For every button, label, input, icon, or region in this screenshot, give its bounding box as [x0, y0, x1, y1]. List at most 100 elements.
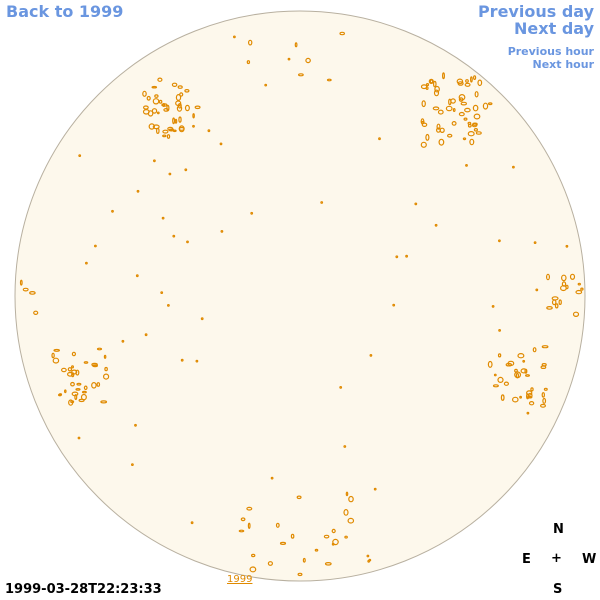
contour-mark — [539, 403, 546, 408]
contour-mark — [326, 78, 332, 82]
contour-mark — [177, 85, 183, 89]
contour-mark — [324, 561, 332, 566]
contour-mark — [524, 374, 530, 377]
contour-mark — [433, 89, 440, 97]
contour-mark — [179, 92, 184, 97]
contour-mark — [464, 107, 471, 113]
contour-mark — [84, 261, 88, 265]
previous-day-link[interactable]: Previous day — [477, 2, 594, 21]
contour-mark — [33, 310, 39, 315]
contour-mark — [507, 360, 515, 367]
contour-mark — [497, 376, 504, 383]
contour-mark — [103, 354, 107, 359]
contour-mark — [448, 98, 452, 106]
next-day-link[interactable]: Next day — [514, 19, 594, 38]
compass-west: W — [582, 552, 597, 567]
contour-mark — [541, 392, 546, 398]
contour-mark — [470, 76, 473, 83]
contour-mark — [348, 495, 354, 503]
contour-mark — [270, 476, 274, 480]
contour-mark — [447, 133, 453, 138]
contour-mark — [249, 566, 257, 573]
contour-mark — [305, 57, 311, 64]
contour-mark — [78, 154, 82, 158]
contour-mark — [134, 423, 137, 427]
contour-mark — [580, 287, 584, 291]
contour-mark — [437, 109, 444, 115]
contour-mark — [162, 102, 166, 107]
contour-mark — [492, 384, 499, 388]
contour-mark — [558, 299, 562, 306]
contour-mark — [238, 529, 245, 533]
contour-mark — [200, 317, 204, 321]
contour-mark — [519, 395, 522, 399]
contour-mark — [452, 107, 456, 112]
contour-mark — [144, 333, 148, 337]
contour-mark — [157, 77, 163, 82]
contour-mark — [121, 339, 125, 343]
contour-mark — [434, 85, 440, 93]
contour-mark — [526, 390, 533, 396]
contour-mark — [264, 83, 268, 87]
contour-mark — [83, 385, 88, 391]
contour-mark — [172, 129, 177, 133]
contour-mark — [176, 105, 183, 112]
contour-mark — [511, 396, 519, 403]
previous-hour-link[interactable]: Previous hour — [507, 45, 594, 58]
contour-mark — [542, 397, 547, 404]
solar-disk — [14, 10, 586, 582]
contour-mark — [136, 189, 140, 193]
contour-mark — [19, 279, 23, 286]
contour-mark — [517, 353, 525, 359]
contour-mark — [22, 287, 29, 292]
contour-mark — [421, 122, 428, 128]
contour-mark — [220, 229, 224, 233]
contour-mark — [434, 223, 438, 227]
next-hour-link[interactable]: Next hour — [532, 58, 595, 71]
contour-mark — [52, 357, 60, 364]
contour-mark — [528, 401, 535, 406]
contour-mark — [172, 117, 176, 125]
contour-mark — [184, 104, 190, 112]
contour-mark — [487, 102, 493, 106]
contour-mark — [297, 572, 303, 577]
contour-mark — [515, 372, 520, 379]
contour-mark — [505, 362, 512, 367]
contour-mark — [425, 86, 429, 90]
contour-mark — [532, 347, 537, 353]
contour-mark — [551, 299, 557, 306]
contour-mark — [438, 138, 445, 146]
contour-mark — [467, 130, 475, 137]
contour-mark — [477, 79, 483, 87]
contour-mark — [156, 111, 160, 115]
contour-mark — [250, 211, 254, 215]
contour-mark — [64, 389, 67, 394]
contour-mark — [378, 137, 381, 141]
contour-mark — [458, 94, 466, 101]
contour-mark — [61, 367, 67, 373]
observation-timestamp: 1999-03-28T22:23:33 — [5, 582, 162, 597]
contour-mark — [530, 387, 534, 392]
contour-mark — [192, 113, 195, 119]
contour-mark — [174, 118, 178, 124]
contour-mark — [462, 137, 467, 141]
compass-east: E — [522, 552, 531, 567]
year-link[interactable]: 1999 — [227, 574, 253, 585]
contour-mark — [445, 105, 453, 112]
contour-mark — [294, 42, 298, 48]
contour-mark — [347, 517, 355, 524]
contour-mark — [344, 535, 348, 539]
contour-mark — [500, 394, 505, 401]
contour-mark — [535, 288, 539, 292]
contour-mark — [473, 113, 481, 120]
contour-mark — [464, 82, 471, 87]
compass-south: S — [553, 582, 563, 597]
back-to-year-link[interactable]: Back to 1999 — [6, 2, 124, 21]
contour-mark — [345, 491, 349, 497]
contour-mark — [148, 123, 155, 130]
contour-mark — [184, 168, 188, 172]
contour-mark — [474, 91, 479, 98]
contour-mark — [526, 411, 530, 415]
contour-mark — [465, 163, 468, 167]
